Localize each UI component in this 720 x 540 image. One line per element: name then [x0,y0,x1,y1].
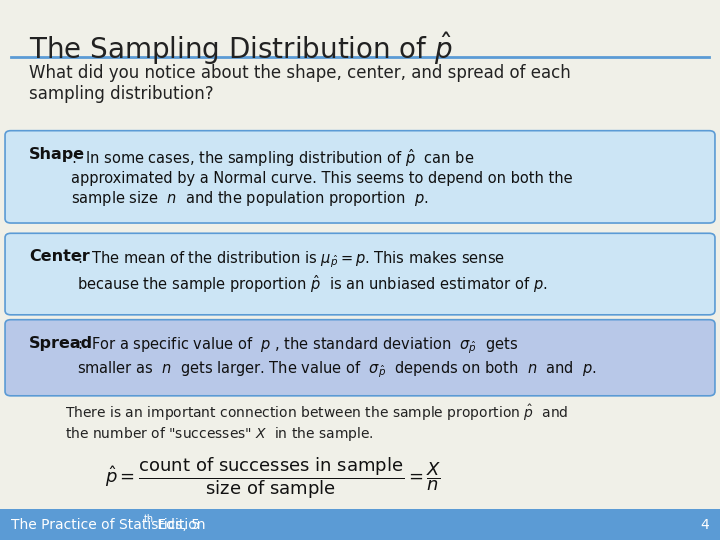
FancyBboxPatch shape [5,233,715,315]
Text: :  The mean of the distribution is $\mu_{\hat{p}} = p$. This makes sense
because: : The mean of the distribution is $\mu_{… [77,249,548,295]
Text: th: th [143,515,153,524]
Text: $\hat{p} = \dfrac{\text{count of successes in sample}}{\text{size of sample}} = : $\hat{p} = \dfrac{\text{count of success… [105,455,442,501]
Text: Spread: Spread [29,336,93,351]
Text: :  In some cases, the sampling distribution of $\hat{p}$  can be
approximated by: : In some cases, the sampling distributi… [71,147,572,208]
Text: The Practice of Statistics, 5: The Practice of Statistics, 5 [11,518,200,532]
Text: What did you notice about the shape, center, and spread of each
sampling distrib: What did you notice about the shape, cen… [29,64,570,103]
Text: :  For a specific value of  $p$ , the standard deviation  $\sigma_{\hat{p}}$  ge: : For a specific value of $p$ , the stan… [77,336,597,380]
Text: 4: 4 [701,518,709,532]
Text: The Sampling Distribution of $\hat{p}$: The Sampling Distribution of $\hat{p}$ [29,30,453,66]
Text: There is an important connection between the sample proportion $\hat{p}$  and
th: There is an important connection between… [65,402,568,443]
FancyBboxPatch shape [5,131,715,223]
Text: Edition: Edition [153,518,205,532]
Text: Shape: Shape [29,147,85,162]
FancyBboxPatch shape [5,320,715,396]
Text: Center: Center [29,249,89,265]
FancyBboxPatch shape [0,509,720,540]
